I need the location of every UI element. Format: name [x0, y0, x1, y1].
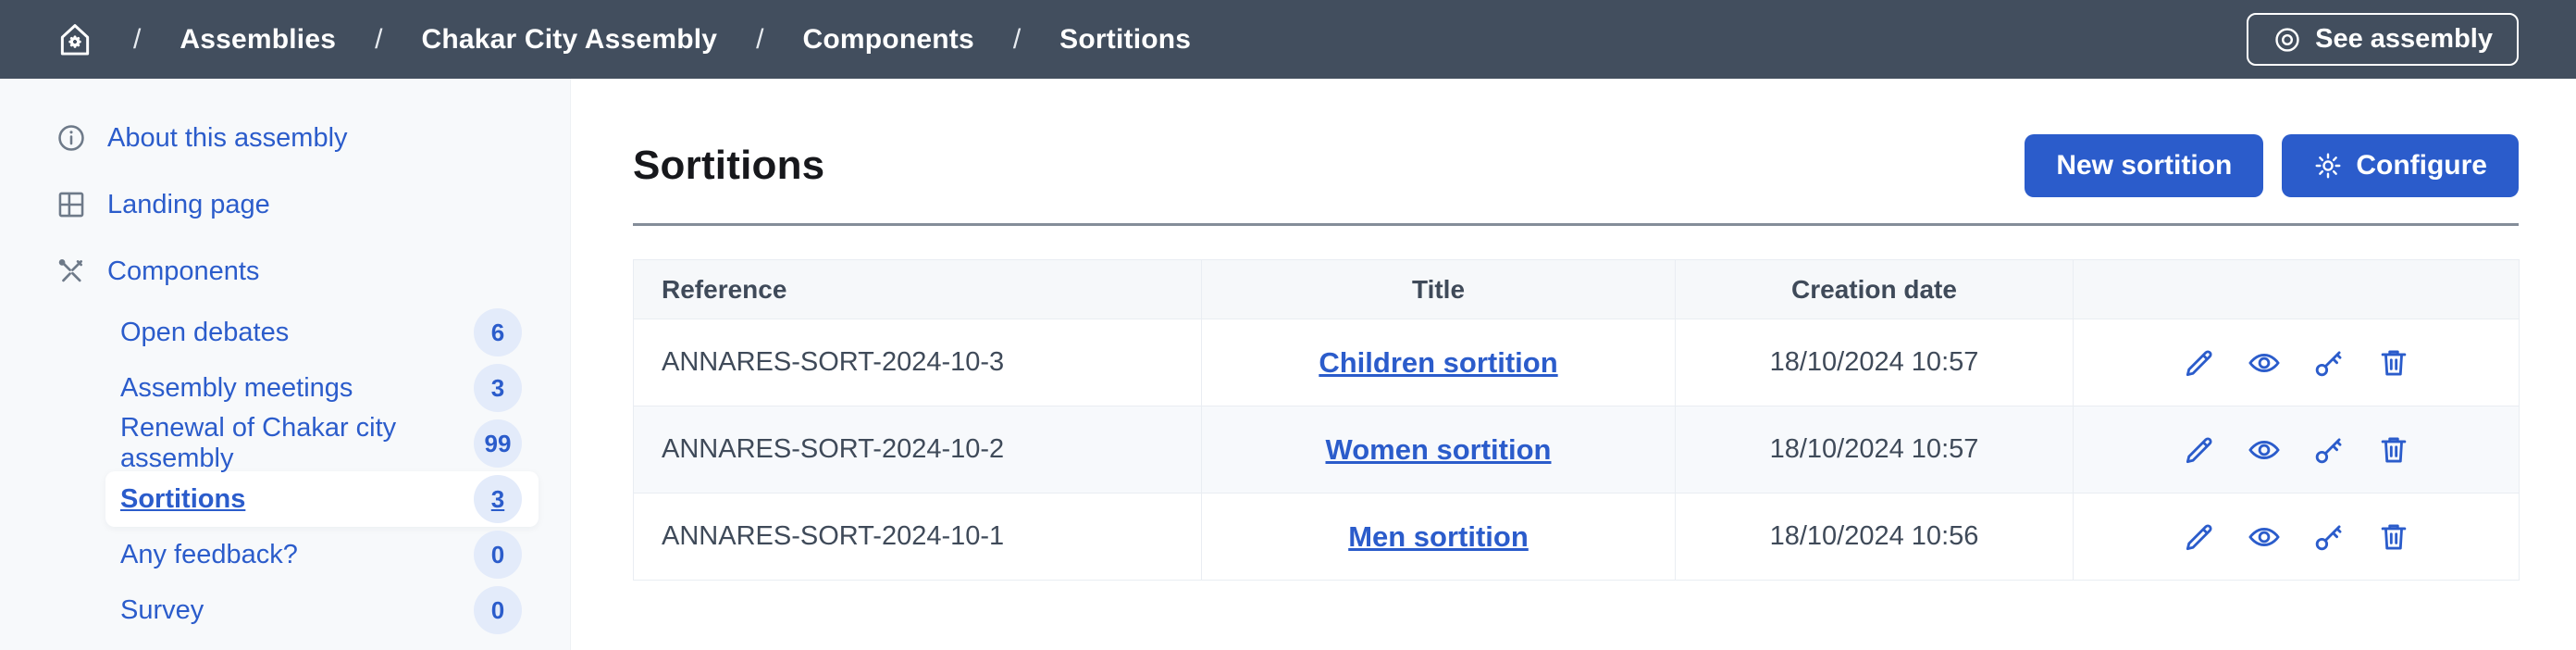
eye-icon [2247, 432, 2282, 468]
sidebar-item-survey[interactable]: Survey 0 [105, 582, 539, 638]
count-badge: 99 [474, 419, 522, 468]
sidebar-item-label: Sortitions [120, 483, 246, 514]
breadcrumb-bar: / Assemblies / Chakar City Assembly / Co… [0, 0, 2576, 79]
configure-button[interactable]: Configure [2282, 134, 2519, 197]
home-link[interactable] [56, 20, 94, 59]
key-icon [2311, 345, 2347, 381]
sidebar-item-components[interactable]: Components [0, 238, 570, 305]
page-title: Sortitions [633, 143, 825, 188]
count-badge: 3 [474, 364, 522, 412]
row-actions [2074, 519, 2519, 555]
sidebar-item-label: About this assembly [107, 122, 348, 153]
main-content: Sortitions New sortition Configure [633, 79, 2520, 650]
preview-button[interactable] [2247, 519, 2282, 555]
sidebar-item-renewal-of-chakar-city-assembly[interactable]: Renewal of Chakar city assembly 99 [105, 413, 539, 473]
table-row: ANNARES-SORT-2024-10-3 Children sortitio… [633, 319, 2520, 406]
layout-grid-icon [56, 189, 87, 220]
breadcrumb-link-assemblies[interactable]: Assemblies [180, 23, 337, 55]
pencil-icon [2182, 345, 2217, 381]
sortition-title-link[interactable]: Children sortition [1319, 345, 1558, 379]
column-header-reference: Reference [633, 259, 1202, 319]
row-actions [2074, 345, 2519, 381]
sidebar-item-landing-page[interactable]: Landing page [0, 171, 570, 238]
info-icon [56, 122, 87, 154]
delete-button[interactable] [2376, 432, 2411, 468]
column-header-actions [2073, 259, 2520, 319]
sidebar-item-label: Components [107, 256, 260, 286]
permissions-button[interactable] [2311, 345, 2347, 381]
trash-icon [2376, 519, 2411, 555]
breadcrumb-separator: / [375, 23, 383, 55]
sidebar-item-open-debates[interactable]: Open debates 6 [105, 305, 539, 360]
reference-cell: ANNARES-SORT-2024-10-1 [633, 493, 1202, 581]
sidebar-item-label: Open debates [120, 317, 290, 347]
count-badge: 0 [474, 586, 522, 634]
breadcrumb-separator: / [1012, 23, 1022, 55]
creation-date-cell: 18/10/2024 10:57 [1675, 406, 2074, 494]
title-divider [633, 223, 2519, 226]
count-badge: 3 [474, 475, 522, 523]
creation-date-cell: 18/10/2024 10:57 [1675, 319, 2074, 406]
sidebar-item-any-feedback[interactable]: Any feedback? 0 [105, 527, 539, 582]
table-row: ANNARES-SORT-2024-10-2 Women sortition 1… [633, 406, 2520, 494]
sidebar-item-label: Survey [120, 594, 204, 625]
count-badge: 0 [474, 531, 522, 579]
configure-label: Configure [2356, 150, 2487, 181]
table-header-row: Reference Title Creation date [633, 259, 2520, 319]
count-badge: 6 [474, 308, 522, 356]
eye-circle-icon [2273, 25, 2302, 55]
pencil-icon [2182, 519, 2217, 555]
gear-icon [2313, 151, 2343, 181]
reference-cell: ANNARES-SORT-2024-10-2 [633, 406, 1202, 494]
trash-icon [2376, 432, 2411, 468]
delete-button[interactable] [2376, 345, 2411, 381]
eye-icon [2247, 345, 2282, 381]
sidebar-item-label: Any feedback? [120, 539, 298, 569]
column-header-creation-date: Creation date [1675, 259, 2074, 319]
sidebar-item-label: Landing page [107, 189, 270, 219]
creation-date-cell: 18/10/2024 10:56 [1675, 493, 2074, 581]
breadcrumb: / Assemblies / Chakar City Assembly / Co… [56, 20, 2247, 59]
pencil-icon [2182, 432, 2217, 468]
breadcrumb-separator: / [756, 23, 764, 55]
new-sortition-label: New sortition [2056, 150, 2233, 181]
breadcrumb-link-chakar-city-assembly[interactable]: Chakar City Assembly [421, 23, 718, 55]
row-actions [2074, 432, 2519, 468]
permissions-button[interactable] [2311, 432, 2347, 468]
home-icon [56, 20, 94, 59]
column-header-title: Title [1201, 259, 1676, 319]
sortition-title-link[interactable]: Men sortition [1348, 519, 1529, 553]
tools-icon [56, 256, 87, 287]
permissions-button[interactable] [2311, 519, 2347, 555]
preview-button[interactable] [2247, 345, 2282, 381]
preview-button[interactable] [2247, 432, 2282, 468]
sidebar-item-sortitions[interactable]: Sortitions 3 [105, 471, 539, 527]
sidebar: About this assembly Landing page Compone… [0, 79, 571, 650]
key-icon [2311, 519, 2347, 555]
see-assembly-label: See assembly [2315, 24, 2493, 54]
delete-button[interactable] [2376, 519, 2411, 555]
breadcrumb-link-sortitions[interactable]: Sortitions [1059, 23, 1192, 55]
sortition-title-link[interactable]: Women sortition [1325, 432, 1552, 466]
trash-icon [2376, 345, 2411, 381]
sidebar-item-label: Renewal of Chakar city assembly [120, 413, 397, 473]
new-sortition-button[interactable]: New sortition [2025, 134, 2264, 197]
sidebar-item-about-assembly[interactable]: About this assembly [0, 105, 570, 171]
breadcrumb-link-components[interactable]: Components [802, 23, 974, 55]
edit-button[interactable] [2182, 519, 2217, 555]
sortitions-table: Reference Title Creation date ANNARES-SO… [633, 259, 2520, 581]
key-icon [2311, 432, 2347, 468]
edit-button[interactable] [2182, 345, 2217, 381]
sidebar-item-assembly-meetings[interactable]: Assembly meetings 3 [105, 360, 539, 416]
see-assembly-button[interactable]: See assembly [2247, 13, 2519, 66]
sidebar-item-label: Assembly meetings [120, 372, 353, 403]
eye-icon [2247, 519, 2282, 555]
reference-cell: ANNARES-SORT-2024-10-3 [633, 319, 1202, 406]
table-row: ANNARES-SORT-2024-10-1 Men sortition 18/… [633, 493, 2520, 581]
edit-button[interactable] [2182, 432, 2217, 468]
breadcrumb-separator: / [133, 23, 142, 55]
